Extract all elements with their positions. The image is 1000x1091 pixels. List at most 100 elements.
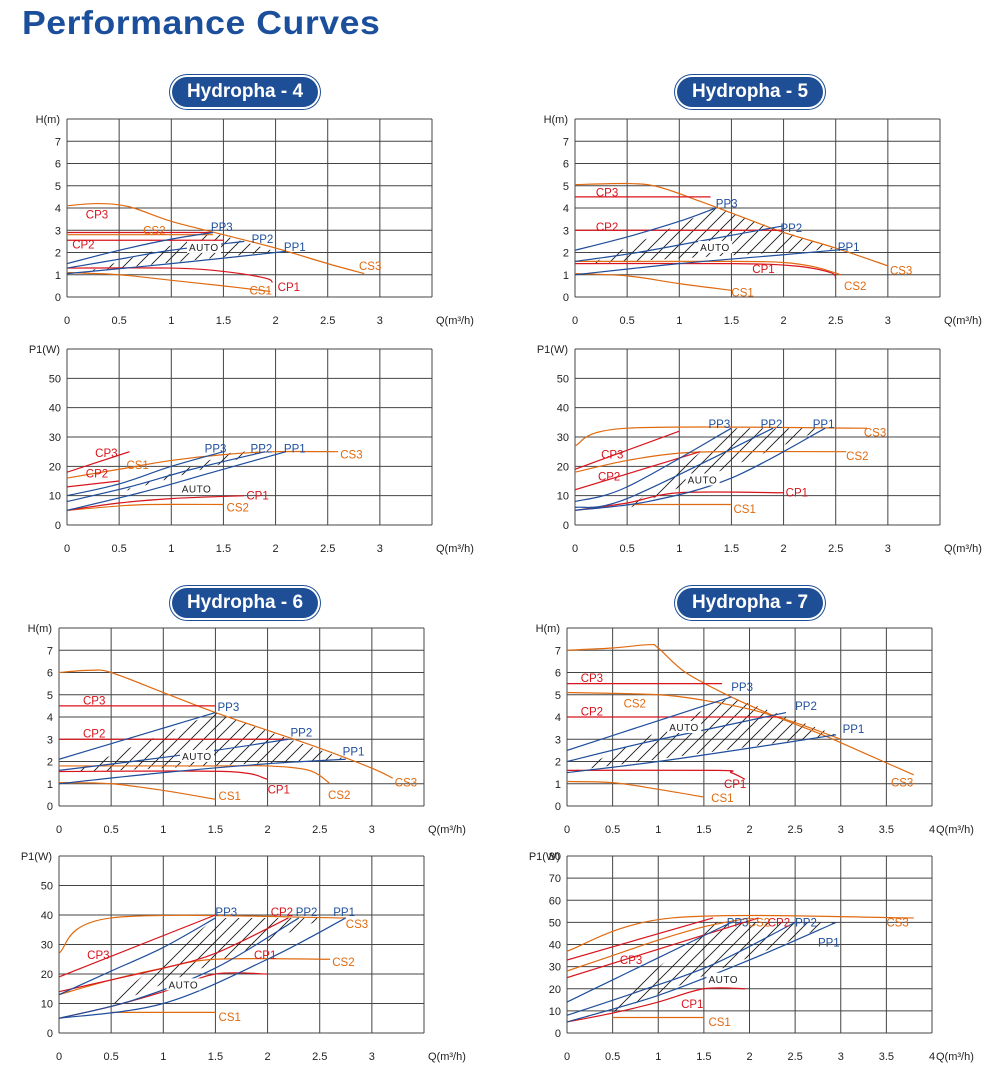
series-line-pp1 <box>67 451 287 511</box>
chart-head-1: 0 0.5 1 1.5 2 2.5 3 0 1 2 3 4 5 6 7 H(m) Q(m³/h) CS3 CS2 CS… <box>544 114 982 327</box>
series-line-pp2 <box>567 711 787 763</box>
series-label-cs2: CS2 <box>328 790 350 802</box>
y-axis-label: P1(W) <box>529 851 560 863</box>
series-line-pp2 <box>575 427 774 509</box>
series-line-pp1 <box>59 758 346 785</box>
series-label-pp2: PP2 <box>795 917 817 929</box>
series-line-pp2 <box>59 738 289 771</box>
series-line-pp3 <box>59 917 216 996</box>
series-line-pp1 <box>567 921 837 1023</box>
y-tick-label: 20 <box>549 984 561 996</box>
series-label-cp2: CP2 <box>83 729 105 741</box>
x-tick-label: 3 <box>369 824 375 836</box>
series-label-cs3: CS3 <box>359 261 381 273</box>
series-label-pp1: PP1 <box>333 907 355 919</box>
series-label-cs2: CS2 <box>624 699 646 711</box>
y-tick-label: 30 <box>557 432 569 444</box>
y-tick-label: 7 <box>47 645 53 657</box>
series-label-pp3: PP3 <box>731 682 753 694</box>
x-tick-label: 1 <box>655 1051 661 1063</box>
y-tick-label: 0 <box>555 801 561 813</box>
y-tick-label: 2 <box>563 248 569 260</box>
x-tick-label: 2 <box>265 1051 271 1063</box>
y-tick-label: 0 <box>47 801 53 813</box>
auto-label: AUTO <box>688 476 718 487</box>
series-label-cp3: CP3 <box>83 695 105 707</box>
y-axis-label: P1(W) <box>29 344 60 356</box>
series-label-cp3: CP3 <box>596 187 618 199</box>
x-tick-label: 2.5 <box>828 315 843 327</box>
series-line-cs3 <box>567 643 914 776</box>
model-badge-hydropha-7: Hydropha - 7 <box>677 588 823 618</box>
series-line-pp2 <box>67 451 266 503</box>
x-tick-label: 2.5 <box>312 824 327 836</box>
y-tick-label: 70 <box>549 873 561 885</box>
x-tick-label: 1 <box>168 543 174 555</box>
x-tick-label: 0.5 <box>111 315 126 327</box>
x-tick-label: 3 <box>369 1051 375 1063</box>
series-label-cp1: CP1 <box>246 491 268 503</box>
series-label-pp2: PP2 <box>252 234 274 246</box>
series-line-cs3 <box>567 914 914 952</box>
auto-label: AUTO <box>700 243 730 254</box>
y-tick-label: 4 <box>555 712 561 724</box>
x-tick-label: 2.5 <box>787 824 802 836</box>
auto-label: AUTO <box>169 980 199 991</box>
series-label-cp1: CP1 <box>268 784 290 796</box>
y-tick-label: 3 <box>55 225 61 237</box>
series-label-cp1: CP1 <box>278 282 300 294</box>
series-label-pp1: PP1 <box>843 724 865 736</box>
y-tick-label: 1 <box>47 779 53 791</box>
y-tick-label: 50 <box>49 373 61 385</box>
auto-label: AUTO <box>669 723 699 734</box>
x-tick-label: 1.5 <box>724 315 739 327</box>
y-tick-label: 0 <box>555 1028 561 1040</box>
series-line-pp2 <box>575 225 784 262</box>
series-label-cs3: CS3 <box>890 265 912 277</box>
x-axis-label: Q(m³/h) <box>436 543 474 555</box>
series-label-pp3: PP3 <box>727 917 749 929</box>
series-label-cp1: CP1 <box>786 488 808 500</box>
series-label-cs3: CS3 <box>886 917 908 929</box>
y-tick-label: 6 <box>563 159 569 171</box>
y-axis-label: H(m) <box>544 114 568 126</box>
y-tick-label: 6 <box>55 159 61 171</box>
y-tick-label: 0 <box>47 1028 53 1040</box>
series-label-pp2: PP2 <box>795 701 817 713</box>
series-line-cp1 <box>567 769 746 780</box>
x-tick-label: 1 <box>168 315 174 327</box>
series-line-cs2 <box>567 917 750 972</box>
series-label-cs2: CS2 <box>143 225 165 237</box>
series-line-cs3 <box>575 426 868 447</box>
x-tick-label: 1 <box>676 315 682 327</box>
y-tick-label: 0 <box>55 520 61 532</box>
y-axis-label: P1(W) <box>21 851 52 863</box>
series-label-cp1: CP1 <box>681 999 703 1011</box>
x-tick-label: 2 <box>273 543 279 555</box>
series-line-pp1 <box>575 427 826 511</box>
x-tick-label: 1.5 <box>724 543 739 555</box>
x-tick-label: 1.5 <box>216 543 231 555</box>
y-tick-label: 0 <box>563 520 569 532</box>
series-label-cs3: CS3 <box>340 450 362 462</box>
series-line-cs3 <box>59 914 346 954</box>
series-line-pp3 <box>67 451 224 497</box>
x-tick-label: 0.5 <box>103 1051 118 1063</box>
y-tick-label: 40 <box>557 403 569 415</box>
series-line-pp3 <box>67 231 214 265</box>
x-tick-label: 0.5 <box>111 543 126 555</box>
series-label-cp2: CP2 <box>596 222 618 234</box>
y-tick-label: 6 <box>47 668 53 680</box>
y-tick-label: 3 <box>555 734 561 746</box>
x-tick-label: 2 <box>265 824 271 836</box>
model-badge-hydropha-5: Hydropha - 5 <box>677 77 823 107</box>
y-tick-label: 50 <box>549 917 561 929</box>
series-line-pp3 <box>575 427 732 503</box>
auto-label: AUTO <box>189 243 219 254</box>
series-label-pp1: PP1 <box>343 746 365 758</box>
series-line-pp1 <box>59 917 347 1019</box>
y-tick-label: 40 <box>549 940 561 952</box>
series-label-pp2: PP2 <box>251 444 273 456</box>
series-label-pp2: PP2 <box>780 223 802 235</box>
